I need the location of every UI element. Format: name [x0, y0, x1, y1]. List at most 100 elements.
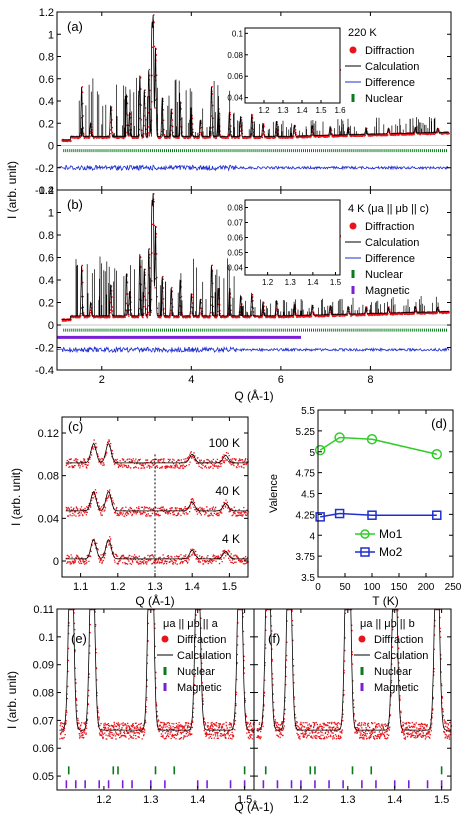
inset-y-tick-label: 0.04: [227, 264, 243, 273]
legend-label: Nuclear: [374, 666, 412, 678]
valence-point-mo2: [432, 510, 442, 520]
y-tick-label: 0: [53, 556, 59, 568]
legend-label: Diffraction: [365, 45, 414, 57]
inset-x-tick-label: 1.6: [334, 106, 346, 115]
valence-point-mo1: [314, 444, 326, 456]
valence-point-mo2: [367, 510, 377, 520]
legend-label: Diffraction: [177, 634, 226, 646]
calculation-line: [256, 608, 451, 731]
diffraction-points: [256, 609, 453, 740]
diffraction-points: [59, 609, 256, 740]
x-tick-label: 100: [364, 582, 381, 593]
y-tick-label: 0.1: [39, 632, 54, 644]
y-tick-label: 1.2: [39, 7, 54, 19]
legend-label: Magnetic: [374, 682, 419, 694]
panel-label: (f): [268, 631, 280, 646]
y-tick-label: 4: [309, 531, 315, 542]
inset-frame: [244, 199, 341, 276]
y-tick-label: 0.8: [39, 52, 54, 64]
calculation-line: [65, 539, 248, 560]
y-tick-label: 0.4: [39, 96, 54, 108]
legend-label: Calculation: [365, 237, 419, 249]
y-tick-label: 5: [309, 448, 315, 459]
inset-y-tick-label: 0.08: [227, 204, 243, 213]
x-axis-label: Q (Å-1): [234, 799, 273, 814]
x-tick-label: 50: [339, 582, 351, 593]
y-tick-label: 0.6: [39, 253, 54, 265]
legend-label: Difference: [365, 77, 415, 89]
inset-y-tick-label: 0.06: [227, 234, 243, 243]
plot-frame-f: [253, 608, 452, 791]
inset-x-tick-label: 1.4: [296, 106, 308, 115]
legend-label: Calculation: [374, 650, 428, 662]
inset-frame: [244, 27, 341, 104]
inset-x-tick-label: 1.2: [262, 278, 274, 287]
y-tick-label: -0.4: [35, 185, 54, 197]
legend-label: Mo1: [379, 527, 403, 541]
y-tick-label: -0.4: [35, 365, 54, 377]
legend-label: Calculation: [177, 650, 231, 662]
panel-label: (d): [431, 416, 447, 431]
condition-label: μa || μb || b: [360, 618, 415, 630]
x-tick-label: 8: [367, 374, 373, 386]
y-tick-label: 0: [48, 141, 54, 153]
diffraction-points: [65, 536, 249, 565]
legend-label: Calculation: [365, 61, 419, 73]
y-tick-label: 5.5: [301, 406, 315, 417]
y-tick-label: 0.04: [38, 513, 59, 525]
magnetic-ticks-row: [57, 335, 302, 339]
legend-diffraction-marker: [349, 222, 357, 230]
y-tick-label: 0.2: [39, 118, 54, 130]
condition-label: 220 K: [348, 27, 377, 39]
x-tick-label: 1.3: [147, 581, 162, 593]
valence-point-mo1: [431, 449, 443, 460]
x-tick-label: 0: [315, 582, 321, 593]
x-tick-label: 1.3: [340, 794, 355, 806]
valence-line-mo2: [320, 512, 437, 518]
legend-label: Mo2: [379, 545, 403, 559]
y-tick-label: 0.06: [33, 743, 54, 755]
y-tick-label: 0.09: [33, 660, 54, 672]
x-axis-label: Q (Å-1): [135, 593, 174, 608]
diffraction-marker: [65, 536, 249, 565]
x-tick-label: 1.5: [434, 794, 449, 806]
inset-y-tick-label: 0.1: [232, 29, 244, 38]
x-axis-label: T (K): [372, 594, 398, 608]
legend-diffraction-marker: [161, 635, 169, 643]
inset-x-tick-label: 1.2: [258, 106, 270, 115]
condition-label: 4 K (μa || μb || c): [348, 203, 429, 215]
y-tick-label: 3.5: [301, 573, 315, 584]
x-tick-label: 2: [99, 374, 105, 386]
valence-point-mo2: [315, 512, 325, 522]
calculation-spikes: [78, 77, 436, 137]
diffraction-marker: [256, 609, 453, 740]
legend-label: Difference: [365, 253, 415, 265]
x-tick-label: 1.2: [110, 581, 125, 593]
legend-label: Magnetic: [365, 285, 410, 297]
difference-line: [56, 164, 450, 172]
nuclear-ticks-row: [63, 149, 447, 153]
calculation-line: [65, 443, 248, 464]
x-tick-label: 1.4: [387, 794, 402, 806]
inset-y-tick-label: 0.04: [227, 94, 243, 103]
series-label: 100 K: [209, 436, 240, 450]
x-tick-label: 1.4: [190, 794, 205, 806]
calculation-line: [65, 491, 248, 512]
panel-label: (c): [68, 419, 83, 434]
inset-x-tick-label: 1.3: [285, 278, 297, 287]
y-axis-label: I (arb. unit): [5, 671, 19, 729]
y-tick-label: 0.6: [39, 74, 54, 86]
diffraction-points: [65, 489, 249, 517]
y-tick-label: 0.08: [33, 688, 54, 700]
x-tick-label: 1.2: [293, 794, 308, 806]
x-tick-label: 1.5: [222, 581, 237, 593]
x-tick-label: 1.5: [237, 794, 252, 806]
y-tick-label: 5.25: [296, 427, 316, 438]
x-tick-label: 250: [445, 582, 462, 593]
x-tick-label: 1.2: [96, 794, 111, 806]
x-tick-label: 1.4: [185, 581, 200, 593]
legend-label: Magnetic: [177, 682, 222, 694]
x-tick-label: 1.1: [73, 581, 88, 593]
inset-x-tick-label: 1.5: [315, 106, 327, 115]
